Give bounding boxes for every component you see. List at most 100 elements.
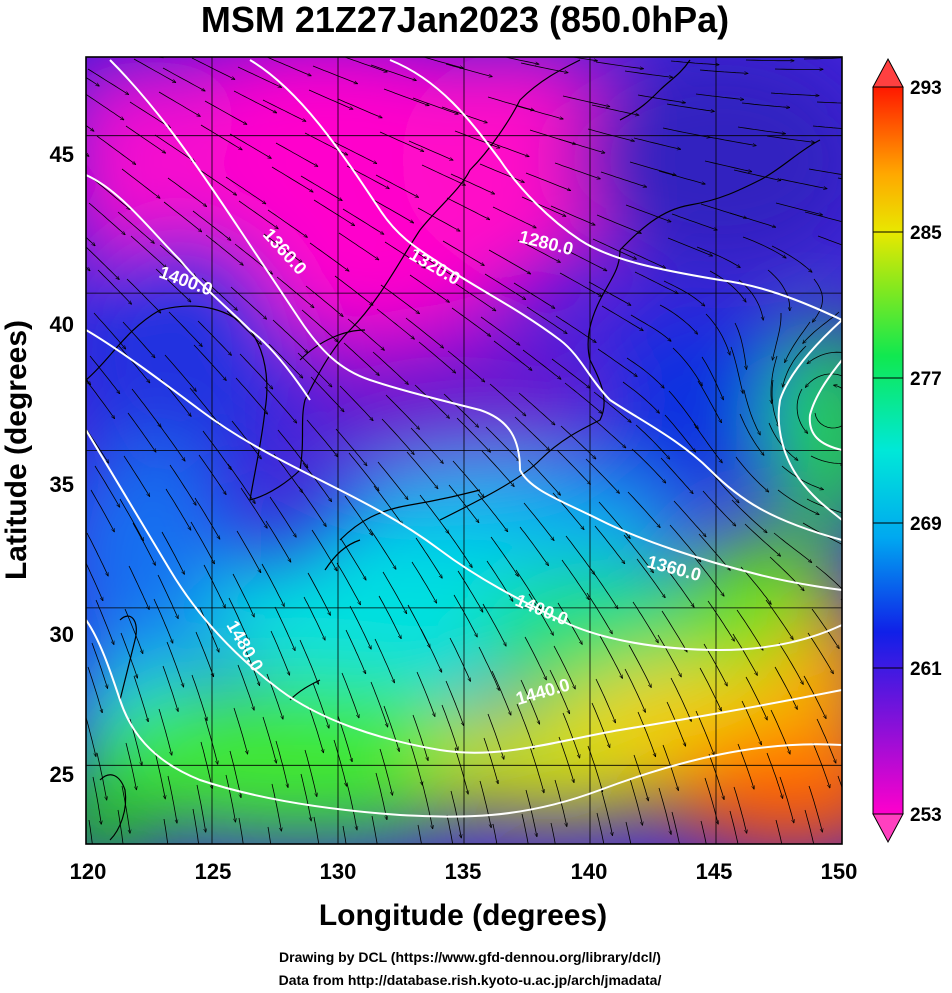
streamline — [276, 276, 314, 308]
streamline — [698, 533, 730, 570]
y-tick-label: 40 — [50, 312, 74, 337]
streamline — [557, 602, 582, 644]
contour-lines — [86, 59, 842, 818]
streamline — [600, 788, 613, 836]
streamline — [596, 214, 641, 233]
streamline — [733, 786, 747, 833]
streamline — [269, 496, 296, 537]
streamline — [730, 346, 743, 393]
streamline — [128, 565, 149, 610]
streamline — [308, 89, 353, 109]
streamline — [595, 61, 644, 69]
streamline — [375, 772, 387, 820]
streamline — [562, 712, 580, 758]
streamline — [263, 233, 302, 263]
streamline — [343, 57, 387, 72]
streamline — [526, 306, 567, 334]
streamline — [667, 237, 713, 256]
streamline — [336, 562, 361, 605]
streamline — [408, 140, 453, 160]
streamline — [729, 212, 776, 227]
streamline — [126, 278, 161, 313]
streamline — [841, 752, 842, 754]
streamline — [807, 632, 833, 674]
streamline — [47, 170, 83, 201]
streamline — [273, 453, 303, 493]
credit-line-1: Drawing by DCL (https://www.gfd-dennou.o… — [279, 949, 661, 965]
streamline — [804, 211, 842, 223]
x-tick-label: 140 — [571, 859, 608, 884]
streamline — [450, 790, 461, 838]
streamline — [629, 161, 676, 175]
streamline — [628, 644, 651, 688]
streamline — [300, 175, 342, 201]
streamline — [198, 454, 226, 495]
streamline — [664, 414, 696, 452]
streamline — [817, 235, 842, 246]
streamline — [659, 304, 698, 334]
streamline — [517, 239, 560, 262]
streamline — [240, 487, 267, 528]
x-tick-label: 120 — [70, 859, 107, 884]
streamline — [701, 356, 724, 400]
streamline — [529, 746, 544, 793]
streamline — [734, 322, 747, 369]
streamline — [411, 561, 437, 603]
streamline — [633, 137, 681, 149]
streamline — [444, 527, 472, 568]
streamline — [370, 64, 416, 81]
streamline — [519, 526, 549, 566]
streamline — [157, 574, 178, 619]
streamline — [167, 775, 177, 823]
streamline — [118, 345, 150, 383]
streamline — [736, 609, 763, 650]
streamline — [380, 284, 420, 314]
streamline — [702, 490, 736, 526]
colorbar-bottom-triangle — [872, 813, 904, 844]
streamline — [96, 752, 107, 800]
streamline — [272, 319, 308, 353]
streamline — [384, 241, 425, 268]
streamline — [626, 357, 664, 388]
streamline — [229, 133, 271, 158]
streamline — [237, 66, 282, 87]
streamline — [524, 636, 547, 680]
streamline — [503, 57, 539, 64]
streamline — [421, 781, 433, 829]
streamline — [162, 665, 178, 712]
streamline — [229, 750, 241, 798]
streamline — [414, 384, 450, 418]
y-tick-labels: 25 30 35 40 45 — [50, 142, 74, 787]
x-tick-label: 145 — [696, 859, 733, 884]
streamline — [342, 208, 384, 234]
streamline — [735, 456, 769, 492]
streamline — [372, 351, 408, 385]
streamline — [199, 607, 219, 652]
streamline — [337, 98, 382, 118]
y-tick-label: 45 — [50, 142, 74, 167]
streamline — [837, 775, 842, 789]
streamline — [374, 638, 395, 683]
streamline — [97, 269, 132, 304]
streamline — [413, 250, 454, 277]
streamline — [338, 232, 379, 260]
streamline — [740, 566, 771, 604]
streamline — [312, 65, 358, 84]
streamline — [595, 678, 616, 723]
streamline — [528, 593, 553, 635]
streamline — [658, 787, 671, 834]
streamline — [300, 773, 311, 821]
streamline — [811, 608, 839, 649]
streamline — [479, 780, 491, 828]
streamline — [525, 172, 571, 191]
streamline — [416, 671, 435, 717]
streamline — [125, 742, 137, 790]
streamline — [808, 168, 842, 175]
streamline — [634, 271, 678, 294]
streamline — [443, 393, 479, 427]
streamline — [196, 167, 237, 195]
streamline — [268, 343, 303, 378]
streamline — [55, 701, 67, 748]
streamline — [197, 320, 232, 355]
colorbar-top-triangle — [872, 57, 904, 88]
